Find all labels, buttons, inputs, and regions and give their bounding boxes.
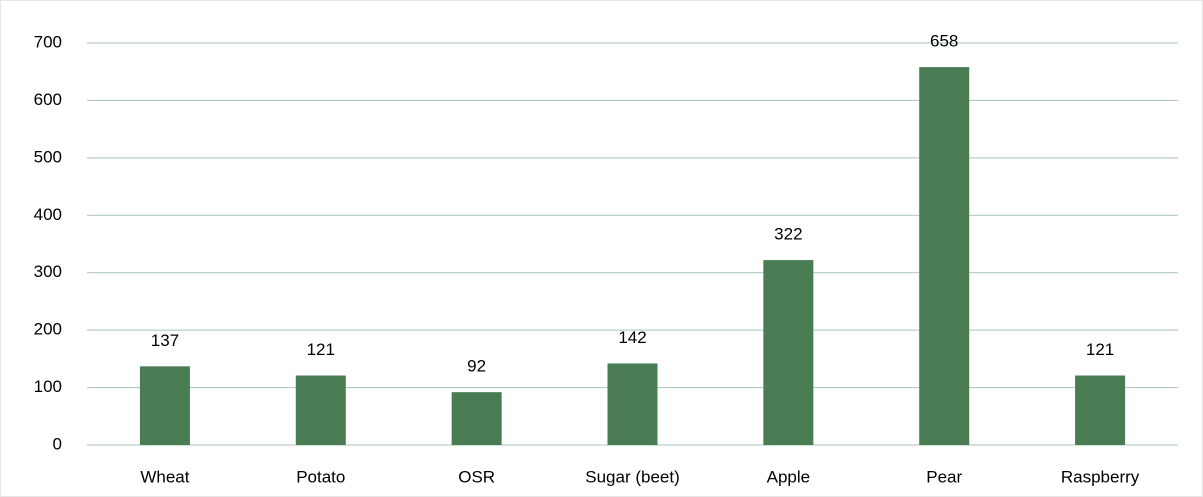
x-tick-label: Potato	[296, 467, 345, 486]
y-tick-label: 600	[34, 90, 62, 109]
y-tick-label: 0	[53, 434, 62, 453]
y-tick-label: 100	[34, 377, 62, 396]
y-tick-label: 200	[34, 320, 62, 339]
data-label: 142	[618, 328, 646, 347]
x-tick-label: Raspberry	[1061, 467, 1140, 486]
bar	[607, 363, 658, 445]
data-label: 322	[774, 225, 802, 244]
x-tick-label: Wheat	[140, 467, 189, 486]
data-label: 92	[467, 357, 486, 376]
y-tick-label: 500	[34, 147, 62, 166]
data-label: 121	[307, 340, 335, 359]
bar	[451, 392, 502, 445]
y-tick-label: 700	[34, 32, 62, 51]
x-tick-label: Sugar (beet)	[585, 467, 680, 486]
data-label: 658	[930, 32, 958, 51]
x-tick-label: Pear	[926, 467, 962, 486]
y-tick-label: 400	[34, 205, 62, 224]
data-label: 121	[1086, 340, 1114, 359]
bar	[295, 375, 346, 445]
bar	[1075, 375, 1126, 445]
bar	[919, 67, 970, 446]
bar	[139, 366, 190, 445]
bar	[763, 260, 814, 445]
x-tick-label: OSR	[458, 467, 495, 486]
data-label: 137	[151, 331, 179, 350]
x-tick-label: Apple	[767, 467, 810, 486]
y-tick-label: 300	[34, 262, 62, 281]
